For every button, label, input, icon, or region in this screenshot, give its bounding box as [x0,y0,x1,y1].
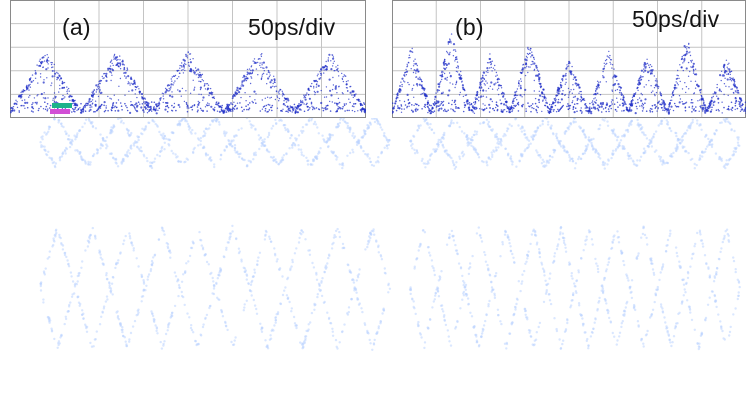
panel-label-a: (a) [62,14,91,40]
faded-trace [409,118,741,170]
scope-trace-b [392,0,746,118]
grid [10,0,366,118]
eye-trace [392,33,746,115]
eye-diagram-panel-a: (a) 50ps/div [10,0,366,118]
faded-trace [408,225,741,351]
scope-trace-a [10,0,366,118]
time-scale-label-b: 50ps/div [632,6,720,32]
faded-trace-background [39,118,741,351]
legend-swatch-2 [50,109,70,114]
faded-trace [39,118,391,170]
eye-diagram-panel-b: (b) 50ps/div [392,0,746,118]
time-scale-label-a: 50ps/div [248,14,336,40]
eye-trace [10,51,366,115]
panel-label-b: (b) [455,14,484,40]
faded-trace [39,224,392,351]
legend-swatch-1 [52,103,72,108]
